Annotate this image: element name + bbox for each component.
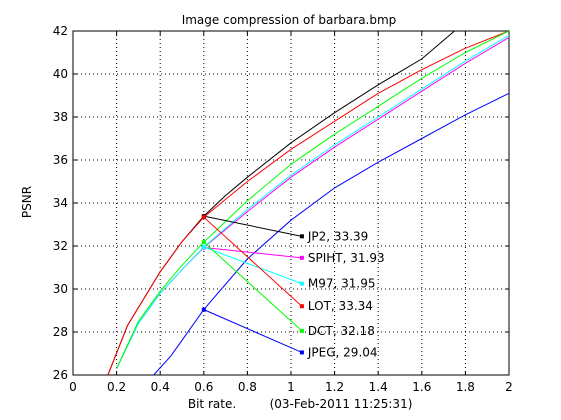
annotation-marker-end-jpeg <box>299 350 304 355</box>
x-tick-label: 0.4 <box>151 380 170 394</box>
annotation-marker-start-lot <box>201 215 206 220</box>
y-tick-label: 28 <box>53 325 68 339</box>
y-tick-label: 40 <box>53 67 68 81</box>
y-tick-label: 36 <box>53 153 68 167</box>
annotation-marker-end-m97 <box>299 281 304 286</box>
series-layer <box>107 31 509 375</box>
annotation-connector-dct <box>203 241 303 332</box>
chart-title: Image compression of barbara.bmp <box>182 13 397 27</box>
annotation-marker-end-jp2 <box>299 234 304 239</box>
annotation-connector-spiht <box>203 247 302 259</box>
annotation-layer: JP2, 33.39 SPIHT, 31.93 M97, 31.95 LOT, 33.… <box>201 214 385 359</box>
annotation-label-m97: M97, 31.95 <box>308 277 376 291</box>
annotation-marker-end-spiht <box>299 255 304 260</box>
series-line-dct <box>116 31 509 369</box>
annotation-marker-start-dct <box>201 240 206 245</box>
annotation-connector-m97 <box>203 246 303 285</box>
annotation-label-jpeg: JPEG, 29.04 <box>307 345 378 359</box>
annotation-marker-start-jpeg <box>201 307 206 312</box>
y-tick-label: 26 <box>53 368 68 382</box>
x-tick-label: 2 <box>505 380 513 394</box>
annotation-label-jp2: JP2, 33.39 <box>307 229 368 243</box>
annotation-marker-start-m97 <box>201 245 206 250</box>
annotation-connector-jpeg <box>203 309 303 353</box>
grid-layer <box>73 31 509 375</box>
annotation-label-lot: LOT, 33.34 <box>308 299 373 313</box>
axes-ticks: 0 0.2 0.4 0.6 0.8 1 1.2 1.4 1.6 1.8 2 26 28 30 32 34 36 3… <box>53 24 513 394</box>
x-tick-label: 0.8 <box>238 380 257 394</box>
x-tick-label: 1.4 <box>369 380 388 394</box>
y-tick-label: 34 <box>53 196 68 210</box>
x-tick-label: 1.2 <box>325 380 344 394</box>
annotation-connector-jp2 <box>203 215 303 237</box>
x-tick-label: 1.8 <box>456 380 475 394</box>
annotation-label-dct: DCT, 32.18 <box>308 324 375 338</box>
x-tick-label: 1 <box>287 380 295 394</box>
y-tick-label: 38 <box>53 110 68 124</box>
y-tick-label: 32 <box>53 239 68 253</box>
x-axis-label: Bit rate. <box>188 397 236 411</box>
annotation-marker-end-lot <box>299 304 304 309</box>
x-tick-label: 1.6 <box>412 380 431 394</box>
y-tick-label: 30 <box>53 282 68 296</box>
series-line-lot <box>107 31 509 375</box>
x-tick-label: 0.6 <box>194 380 213 394</box>
y-tick-label: 42 <box>53 24 68 38</box>
annotation-label-spiht: SPIHT, 31.93 <box>308 251 385 265</box>
x-axis-label-note: (03-Feb-2011 11:25:31) <box>270 397 413 411</box>
annotation-connector-lot <box>203 216 303 307</box>
x-tick-label: 0 <box>69 380 77 394</box>
y-axis-label: PSNR <box>20 186 34 218</box>
series-line-jpeg <box>153 92 509 375</box>
annotation-marker-end-dct <box>299 328 304 333</box>
series-line-spiht <box>116 36 509 369</box>
series-line-m97 <box>116 34 509 369</box>
x-tick-label: 0.2 <box>107 380 126 394</box>
